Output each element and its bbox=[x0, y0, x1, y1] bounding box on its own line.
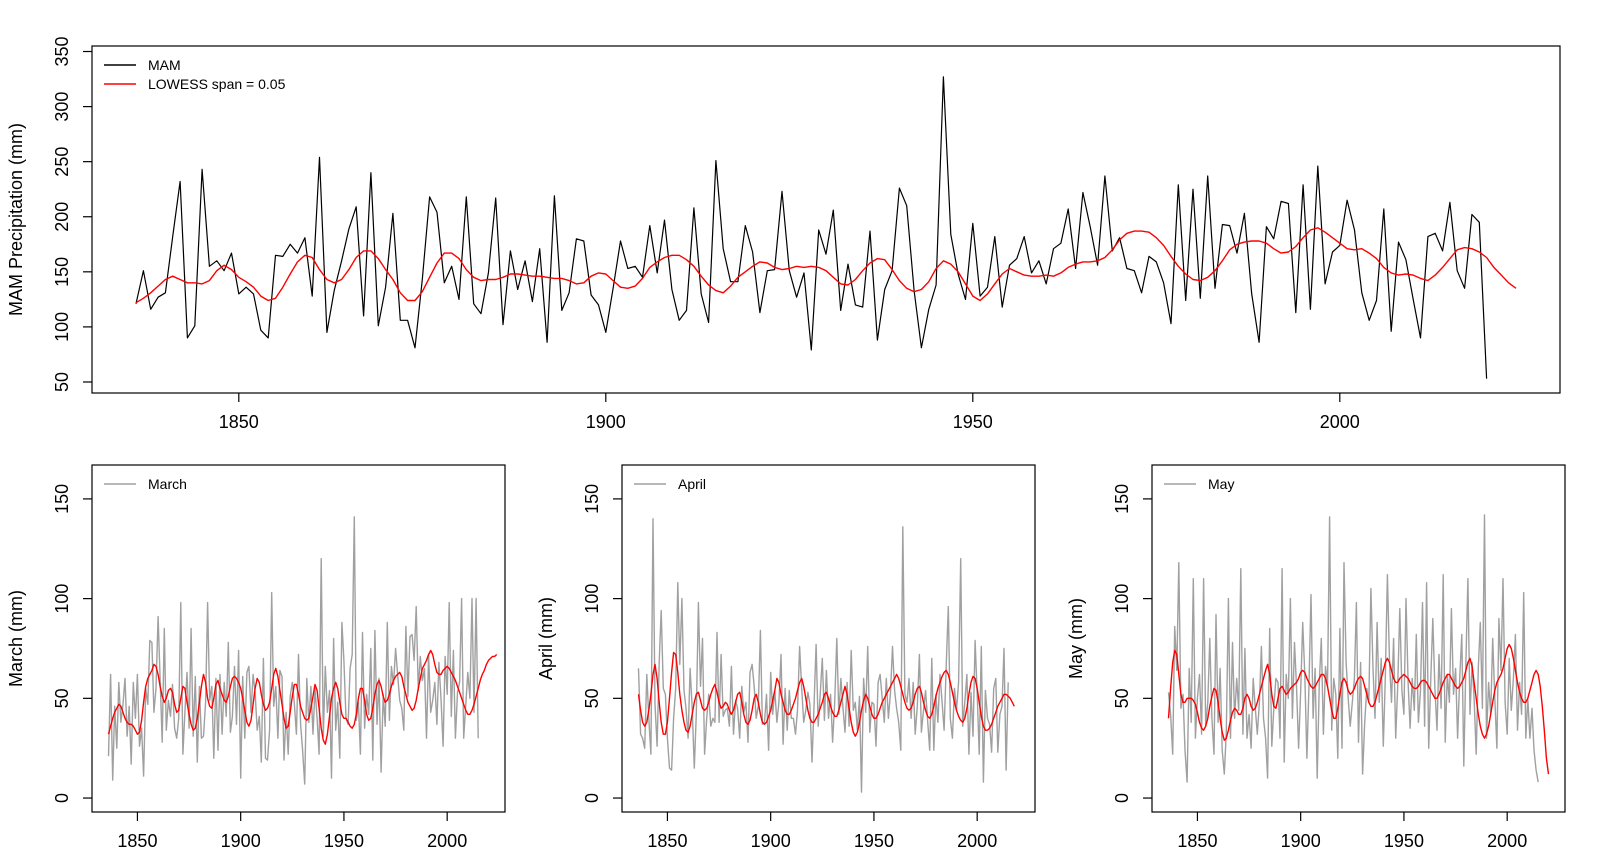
x-tick-label: 2000 bbox=[427, 831, 467, 851]
x-tick-label: 2000 bbox=[1487, 831, 1527, 851]
panel-march: 1850 1900 1950 2000 0 50 100 150 March (mm) March bbox=[6, 464, 506, 851]
panel-may: 1850 1900 1950 2000 0 50 100 150 May (mm) May bbox=[1066, 464, 1566, 851]
series-line-lowess bbox=[1167, 643, 1550, 775]
y-tick-label: 100 bbox=[1112, 584, 1132, 614]
legend-label-lowess-span-0-05: LOWESS span = 0.05 bbox=[148, 76, 286, 92]
plot-frame bbox=[91, 464, 506, 813]
x-tick-label: 1850 bbox=[117, 831, 157, 851]
y-tick-label: 200 bbox=[52, 202, 72, 232]
x-tick-label: 1950 bbox=[324, 831, 364, 851]
x-tick-label: 1900 bbox=[1281, 831, 1321, 851]
x-tick-label: 1950 bbox=[854, 831, 894, 851]
series-line-lowess bbox=[637, 651, 1015, 737]
y-tick-label: 0 bbox=[582, 793, 602, 803]
panel-april: 1850 1900 1950 2000 0 50 100 150 April (mm) April bbox=[536, 464, 1036, 851]
legend-label-april: April bbox=[678, 476, 706, 492]
y-tick-label: 0 bbox=[1112, 793, 1132, 803]
y-tick-label: 250 bbox=[52, 147, 72, 177]
series-line-may bbox=[1167, 514, 1539, 783]
y-tick-label: 50 bbox=[1112, 688, 1132, 708]
x-tick-label: 1850 bbox=[219, 412, 259, 432]
x-tick-label: 1900 bbox=[586, 412, 626, 432]
y-axis-label: MAM Precipitation (mm) bbox=[6, 123, 26, 316]
y-tick-label: 100 bbox=[52, 312, 72, 342]
series-line-april bbox=[637, 518, 1009, 793]
legend-label-march: March bbox=[148, 476, 187, 492]
y-tick-label: 350 bbox=[52, 36, 72, 66]
series-line-march bbox=[107, 516, 479, 785]
y-axis-label: March (mm) bbox=[6, 590, 26, 687]
x-tick-label: 2000 bbox=[957, 831, 997, 851]
series-line-mam bbox=[135, 76, 1488, 379]
plot-frame bbox=[621, 464, 1036, 813]
y-tick-label: 100 bbox=[52, 584, 72, 614]
panel-mam: 1850 1900 1950 2000 50 100 150 200 250 300 350 MAM … bbox=[6, 36, 1561, 432]
x-tick-label: 1950 bbox=[953, 412, 993, 432]
y-axis-label: April (mm) bbox=[536, 597, 556, 680]
y-tick-label: 50 bbox=[582, 688, 602, 708]
x-tick-label: 1950 bbox=[1384, 831, 1424, 851]
plot-frame bbox=[91, 45, 1561, 394]
legend-label-mam: MAM bbox=[148, 57, 181, 73]
legend-label-may: May bbox=[1208, 476, 1234, 492]
y-tick-label: 50 bbox=[52, 688, 72, 708]
x-tick-label: 1900 bbox=[221, 831, 261, 851]
y-tick-label: 300 bbox=[52, 92, 72, 122]
series-line-lowess-span-0-05 bbox=[135, 227, 1517, 304]
x-tick-label: 1900 bbox=[751, 831, 791, 851]
y-tick-label: 150 bbox=[1112, 484, 1132, 514]
y-tick-label: 150 bbox=[582, 484, 602, 514]
plot-frame bbox=[1151, 464, 1566, 813]
x-tick-label: 2000 bbox=[1320, 412, 1360, 432]
y-tick-label: 150 bbox=[52, 484, 72, 514]
x-tick-label: 1850 bbox=[1177, 831, 1217, 851]
y-tick-label: 50 bbox=[52, 372, 72, 392]
y-tick-label: 100 bbox=[582, 584, 602, 614]
x-tick-label: 1850 bbox=[647, 831, 687, 851]
series-line-lowess bbox=[107, 649, 498, 745]
y-tick-label: 0 bbox=[52, 793, 72, 803]
y-tick-label: 150 bbox=[52, 257, 72, 287]
y-axis-label: May (mm) bbox=[1066, 598, 1086, 679]
